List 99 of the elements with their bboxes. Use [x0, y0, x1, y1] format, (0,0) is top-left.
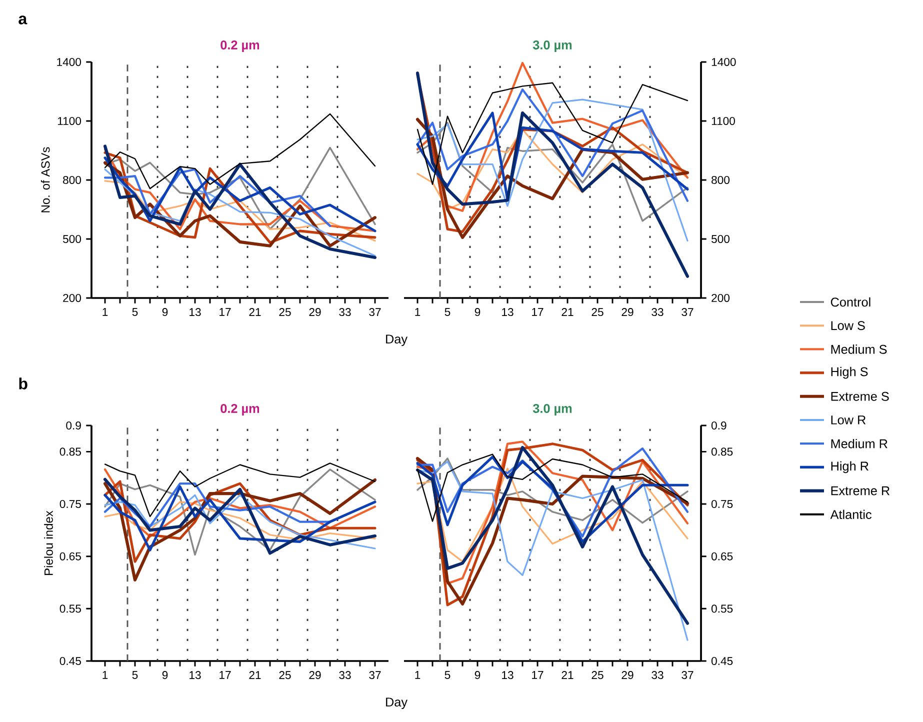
line-series: [104, 494, 376, 550]
line-series: [104, 482, 332, 528]
x-tick-label: 25: [592, 671, 604, 680]
y-tick-label: 0.65: [711, 552, 733, 560]
x-tick-label: 37: [369, 671, 381, 680]
x-tick-label: 17: [532, 671, 544, 679]
x-tick-label: 5: [132, 671, 138, 679]
chart-title: 3.0 µm: [532, 40, 572, 52]
x-tick-label: 13: [502, 671, 514, 680]
line-series: [104, 113, 376, 190]
line-series: [416, 71, 690, 278]
legend-label: Medium R: [831, 438, 888, 448]
x-tick-label: 9: [162, 308, 168, 316]
x-tick-label: 1: [102, 671, 108, 679]
legend-label: Atlantic: [830, 510, 872, 520]
y-tick-label: 200: [63, 294, 82, 302]
y-tick-label: 500: [63, 234, 82, 244]
line-series: [103, 478, 377, 582]
y-tick-label: 0.9: [66, 422, 81, 430]
y-tick-label: 0.45: [711, 656, 733, 666]
x-tick-label: 25: [592, 308, 604, 316]
x-tick-label: 29: [309, 308, 321, 316]
y-tick-label: 0.75: [60, 500, 81, 508]
x-tick-label: 29: [309, 671, 321, 680]
x-tick-label: 29: [622, 671, 634, 680]
line-series: [416, 88, 689, 202]
x-tick-label: 29: [622, 308, 634, 316]
y-tick-label: 1100: [712, 116, 735, 126]
legend-label: Low R: [831, 416, 866, 424]
x-tick-label: 33: [652, 308, 664, 316]
x-tick-label: 5: [132, 308, 138, 316]
line-series: [104, 462, 376, 518]
x-tick-label: 5: [444, 308, 450, 316]
y-tick-label: 1400: [712, 58, 736, 66]
text: b: [19, 378, 28, 390]
x-tick-label: 25: [279, 308, 291, 316]
x-tick-label: 9: [474, 308, 480, 316]
x-tick-label: 1: [102, 308, 108, 316]
y-tick-label: 800: [63, 176, 82, 184]
y-tick-label: 500: [712, 234, 730, 244]
y-axis-title: No. of ASVs: [40, 147, 50, 212]
y-tick-label: 0.65: [60, 552, 81, 560]
x-tick-label: 21: [562, 308, 574, 316]
line-series: [416, 122, 688, 222]
y-tick-label: 1100: [58, 116, 82, 126]
y-tick-label: 0.45: [60, 656, 81, 666]
line-series: [416, 128, 688, 210]
y-tick-label: 800: [712, 176, 730, 184]
x-tick-label: 33: [339, 308, 351, 316]
legend-label: Medium S: [831, 344, 887, 354]
x-tick-label: 9: [474, 671, 480, 680]
x-tick-label: 33: [652, 671, 664, 680]
x-tick-label: 37: [682, 671, 694, 680]
y-tick-label: 0.85: [60, 448, 81, 456]
x-tick-label: 13: [190, 671, 201, 680]
chart-title: 3.0 µm: [532, 404, 572, 416]
x-tick-label: 37: [369, 308, 381, 316]
chart-title: 0.2 µm: [220, 404, 260, 416]
y-tick-label: 200: [712, 294, 730, 302]
x-tick-label: 21: [249, 308, 261, 316]
x-tick-label: 9: [162, 671, 168, 680]
chart-title: 0.2 µm: [220, 40, 260, 52]
legend-label: Extreme R: [831, 486, 890, 496]
y-tick-label: 0.9: [711, 422, 726, 430]
x-tick-label: 13: [190, 308, 201, 316]
line-series: [104, 168, 376, 257]
text: a: [18, 16, 28, 24]
x-tick-label: 21: [249, 671, 261, 679]
x-tick-label: 17: [532, 308, 544, 316]
legend-label: High S: [831, 366, 868, 379]
x-tick-label: 21: [562, 671, 574, 679]
x-tick-label: 1: [415, 308, 420, 316]
x-tick-label: 5: [444, 671, 450, 679]
x-axis-title: Day: [386, 698, 408, 710]
y-tick-label: 0.75: [711, 500, 733, 508]
y-tick-label: 0.55: [711, 604, 733, 613]
x-tick-label: 17: [220, 308, 231, 316]
legend-label: Extreme S: [831, 392, 889, 401]
legend-label: Low S: [831, 321, 865, 330]
line-series: [103, 144, 377, 260]
y-tick-label: 0.85: [711, 448, 733, 456]
y-tick-label: 1400: [57, 58, 81, 66]
x-axis-title: Day: [386, 334, 408, 346]
x-tick-label: 13: [502, 308, 514, 316]
line-series: [104, 180, 376, 242]
line-series: [104, 168, 332, 227]
x-tick-label: 17: [220, 671, 231, 679]
x-tick-label: 1: [415, 671, 420, 679]
y-axis-title: Pielou index: [44, 510, 53, 575]
x-tick-label: 25: [279, 671, 291, 680]
line-series: [104, 468, 376, 538]
x-tick-label: 37: [682, 308, 694, 316]
line-series: [104, 501, 376, 540]
legend-label: High R: [831, 461, 868, 474]
line-series: [416, 82, 688, 185]
line-series: [416, 98, 688, 242]
legend-label: Control: [830, 297, 870, 307]
x-tick-label: 33: [339, 671, 351, 680]
y-tick-label: 0.55: [60, 604, 81, 613]
